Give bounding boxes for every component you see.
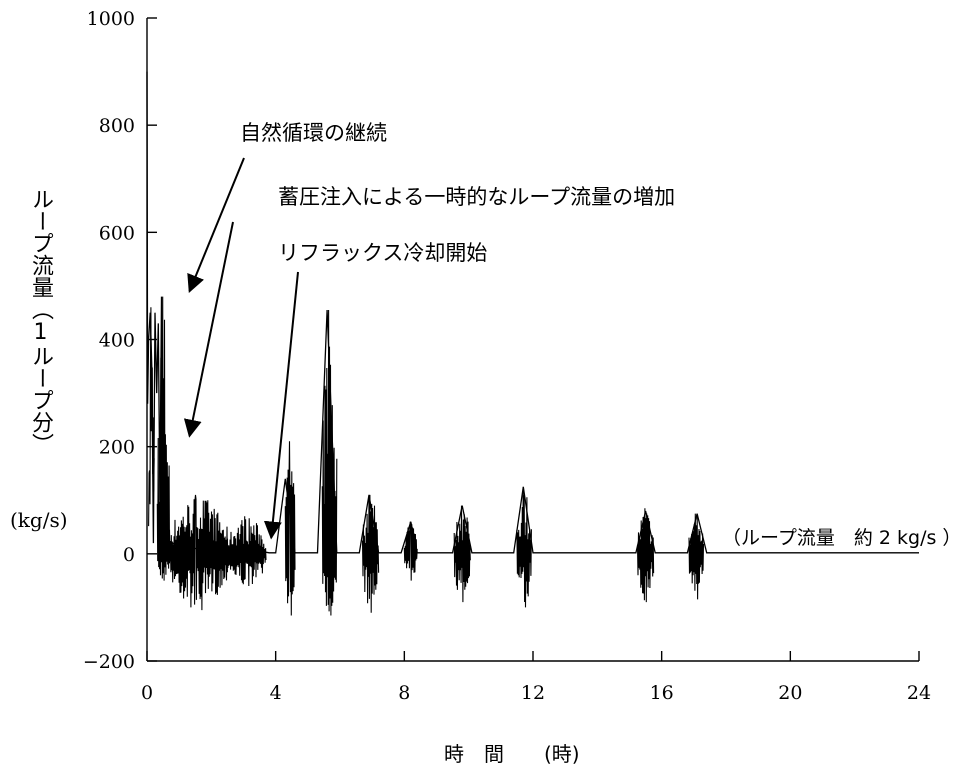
x-axis-label: 時 間 (時) xyxy=(444,738,580,767)
y-tick-label: 600 xyxy=(99,222,135,244)
x-tick-label: 24 xyxy=(907,682,931,704)
oscillation-burst xyxy=(517,487,532,608)
y-tick-label: 0 xyxy=(123,544,135,566)
y-tick-label: 200 xyxy=(99,437,135,459)
annotation-arrow xyxy=(190,158,244,291)
oscillation-burst xyxy=(454,506,470,602)
oscillation-burst xyxy=(227,516,266,586)
annotation-label: 蓄圧注入による一時的なループ流量の増加 xyxy=(278,185,675,209)
annotation-label: 自然循環の継続 xyxy=(240,121,387,145)
oscillation-burst xyxy=(638,508,654,602)
y-axis-unit-label: (kg/s) xyxy=(10,508,68,532)
x-tick-label: 0 xyxy=(141,682,153,704)
oscillation-burst xyxy=(322,310,337,616)
x-tick-label: 20 xyxy=(778,682,802,704)
y-tick-label: −200 xyxy=(83,651,135,673)
x-tick-label: 12 xyxy=(521,682,545,704)
x-tick-label: 8 xyxy=(398,682,410,704)
oscillation-burst xyxy=(404,522,417,581)
oscillation-burst xyxy=(363,495,379,613)
oscillation-burst xyxy=(689,514,704,600)
y-tick-label: 400 xyxy=(99,330,135,352)
oscillation-burst xyxy=(170,495,228,610)
oscillation-burst xyxy=(285,441,295,615)
loop-flow-note: （ループ流量 約 2 kg/s ） xyxy=(722,523,961,550)
y-tick-label: 1000 xyxy=(87,8,135,30)
x-tick-label: 4 xyxy=(270,682,282,704)
x-tick-label: 16 xyxy=(650,682,674,704)
axes: −200 0 200 400 600 800 1000 0 4 8 12 16 20 24 xyxy=(83,8,931,704)
y-axis-label: ループ流量（1ループ分） xyxy=(30,188,54,455)
annotation-arrow xyxy=(190,222,233,436)
annotation-label: リフラックス冷却開始 xyxy=(278,241,487,265)
y-tick-label: 800 xyxy=(99,115,135,137)
